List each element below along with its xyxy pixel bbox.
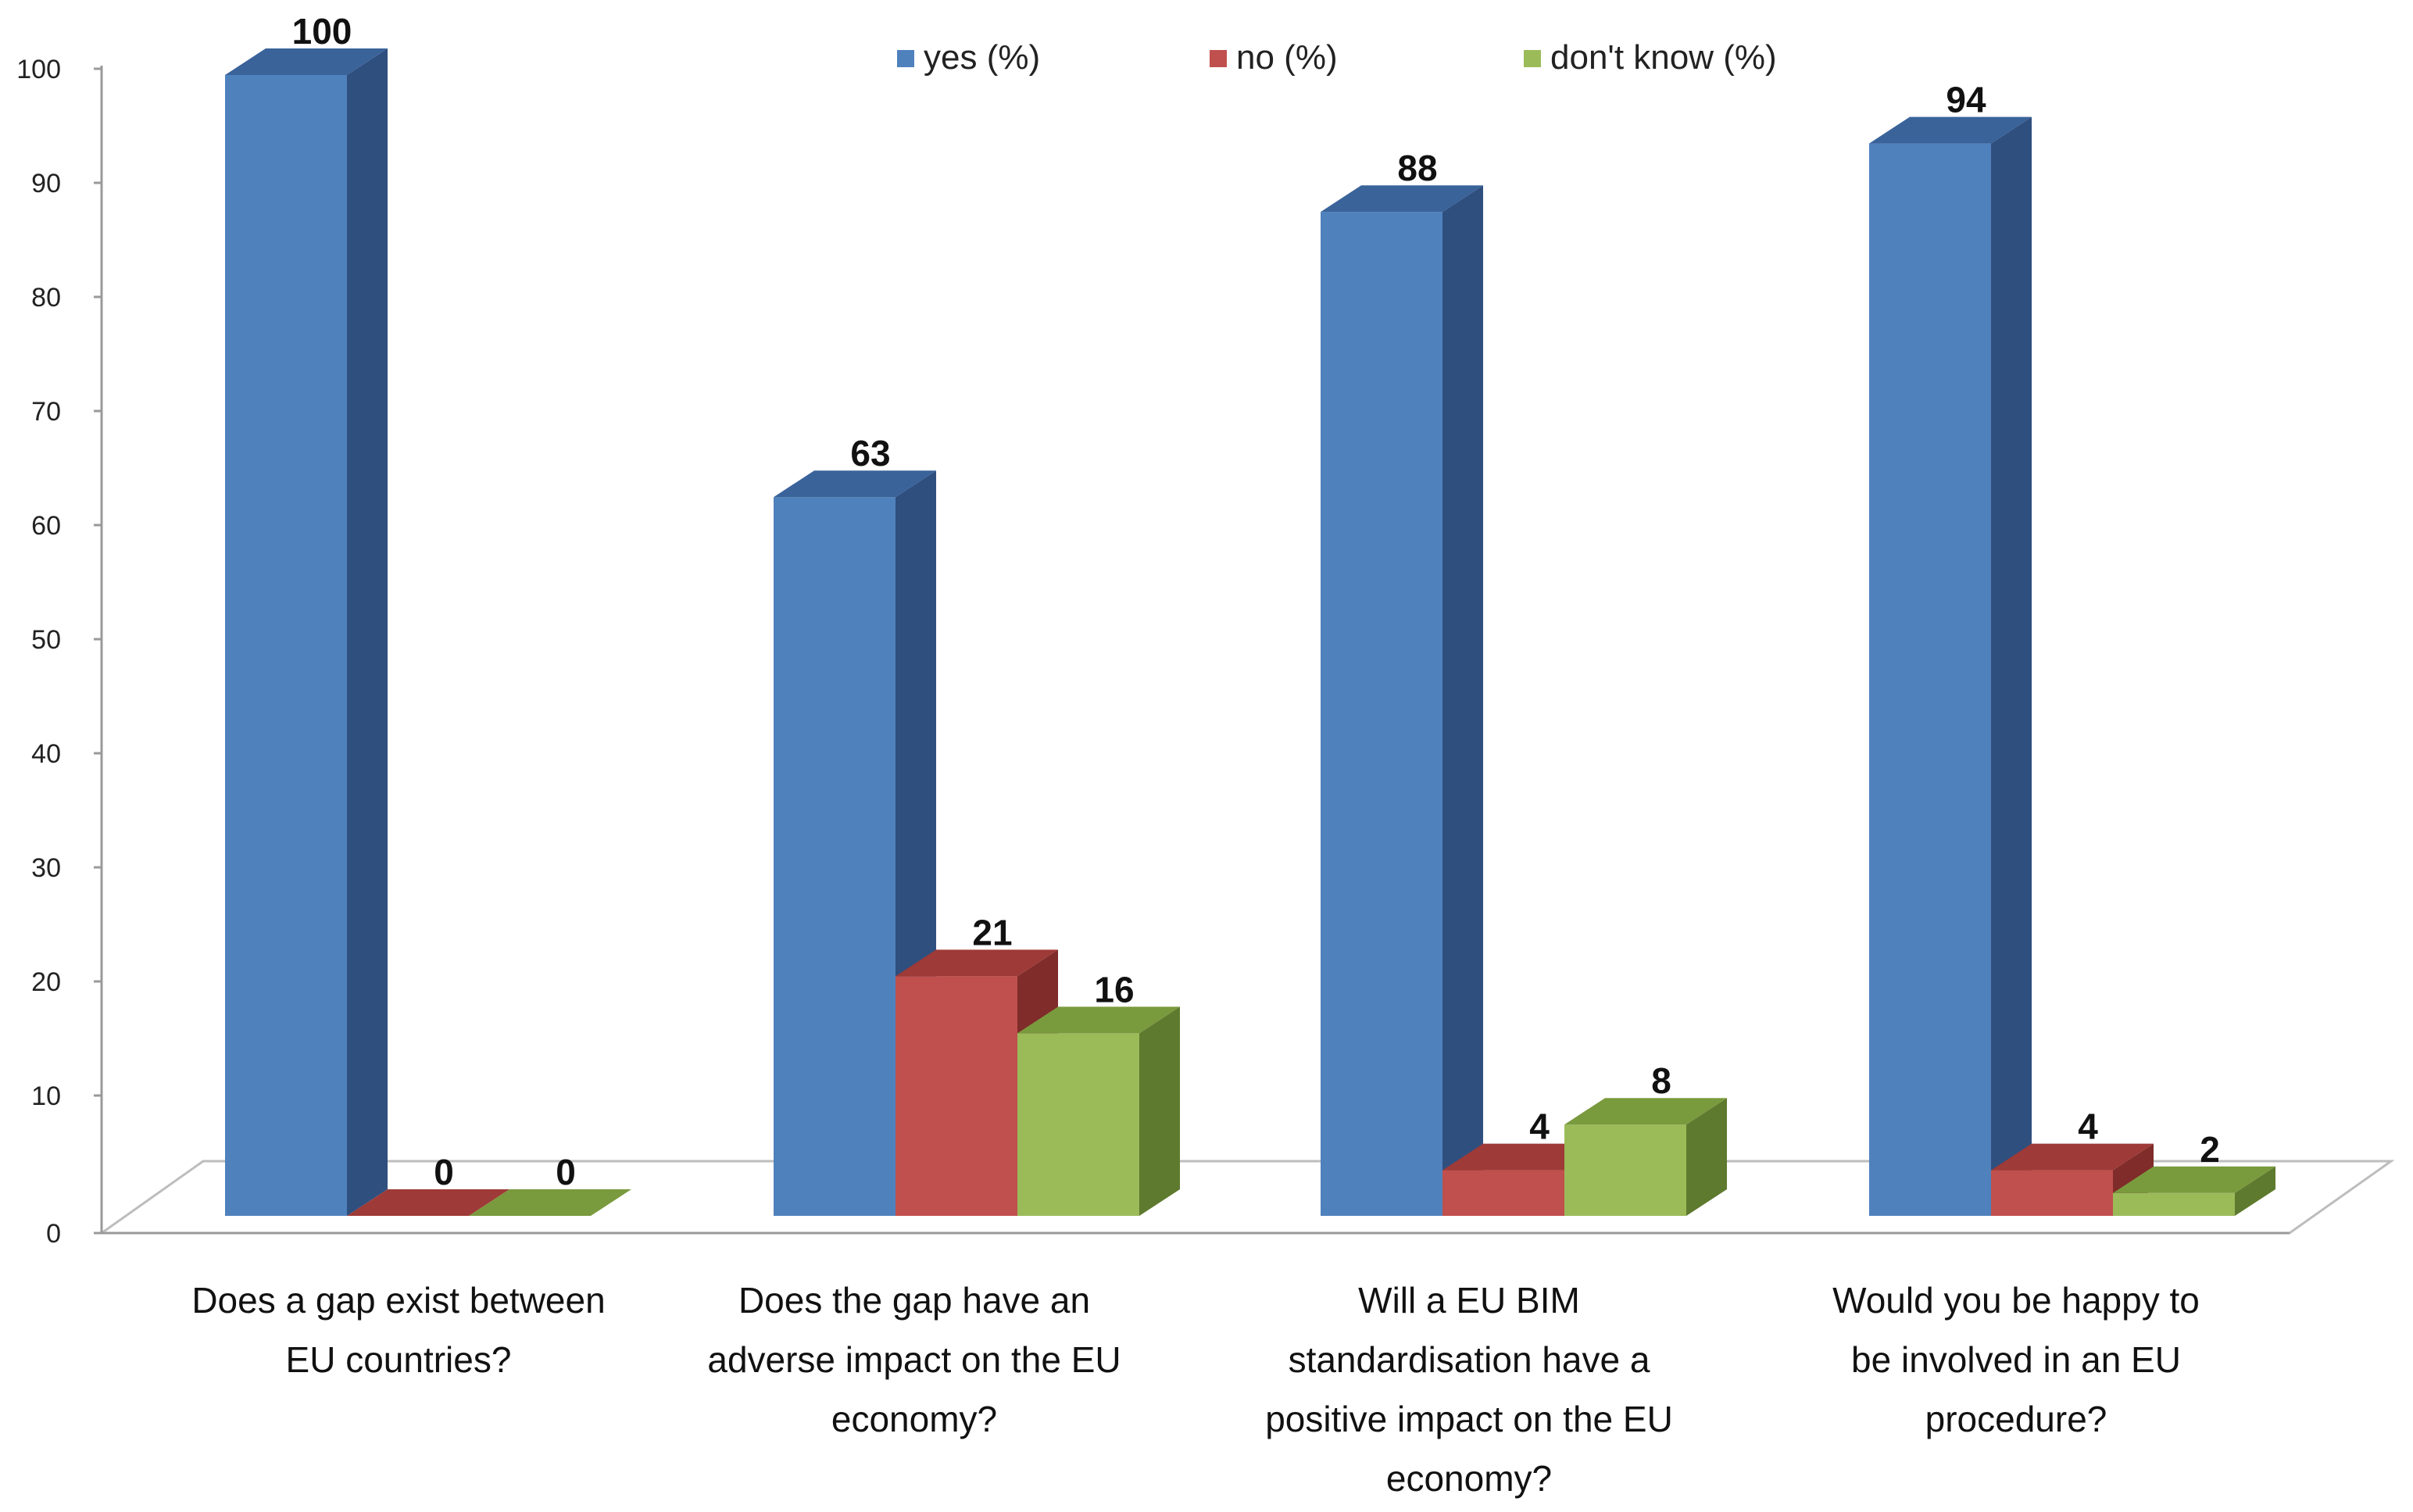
bar-side-face (2235, 1166, 2275, 1216)
category-label-line: adverse impact on the EU (707, 1339, 1121, 1380)
data-label: 94 (1946, 80, 1986, 120)
bar-top-face (895, 949, 1058, 977)
data-label: 0 (556, 1152, 576, 1192)
bar-front-face (774, 497, 895, 1216)
category-label-line: economy? (831, 1399, 997, 1439)
bar-top-face (1869, 116, 2032, 144)
bar-front-face (225, 75, 347, 1216)
data-label: 0 (434, 1152, 454, 1192)
y-tick-label: 50 (31, 625, 61, 655)
bar-side-face (347, 48, 388, 1216)
y-tick-label: 100 (16, 55, 61, 84)
category-label-line: economy? (1386, 1458, 1552, 1499)
y-tick-label: 60 (31, 511, 61, 541)
bar-4-don-t-know (2113, 1166, 2275, 1216)
data-label: 21 (972, 912, 1012, 953)
y-tick-label: 20 (31, 967, 61, 997)
data-label: 100 (292, 11, 352, 52)
data-label: 63 (850, 433, 890, 474)
bar-3-yes (1321, 185, 1483, 1217)
bar-front-face (1442, 1170, 1564, 1216)
bar-front-face (1564, 1124, 1686, 1216)
y-tick-label: 10 (31, 1081, 61, 1111)
legend-item: yes (%) (897, 38, 1040, 77)
category-label: Does a gap exist between EU countries? (191, 1280, 605, 1380)
data-label: 16 (1094, 969, 1134, 1010)
category-labels: Does a gap exist between EU countries?Doe… (191, 1280, 2200, 1499)
legend-label: yes (%) (924, 38, 1040, 77)
legend-swatch (1524, 50, 1541, 67)
category-label: Does the gap have an adverse impact on th… (707, 1280, 1121, 1439)
legend-label: no (%) (1236, 38, 1338, 77)
chart-floor (98, 1160, 2395, 1235)
y-tick-label: 80 (31, 283, 61, 313)
y-tick-label: 30 (31, 853, 61, 883)
bar-side-face (1686, 1098, 1727, 1216)
y-tick-label: 0 (46, 1219, 61, 1249)
bar-front-face (1017, 1033, 1139, 1216)
bar-front-face (1991, 1170, 2113, 1216)
bar-top-face (1564, 1098, 1727, 1125)
category-label-line: Will a EU BIM (1358, 1280, 1580, 1321)
category-label-line: standardisation have a (1289, 1339, 1650, 1380)
bar-top-face (225, 48, 388, 75)
bar-2-don-t-know (1017, 1006, 1180, 1216)
bar-top-face (1991, 1143, 2154, 1171)
bar-front-face (895, 976, 1017, 1216)
legend: yes (%) no (%) don't know (%) (897, 38, 1777, 77)
legend-item: don't know (%) (1524, 38, 1777, 77)
bar-side-face (1991, 116, 2032, 1217)
bar-top-face (1017, 1006, 1180, 1034)
data-labels: 100 63 88 94 0 21 4 4 0 16 8 2 (292, 11, 2220, 1192)
data-label: 2 (2200, 1129, 2220, 1170)
legend-swatch (1210, 50, 1227, 67)
bar-top-face (774, 470, 936, 498)
data-label: 88 (1397, 148, 1437, 188)
category-label-line: Would you be happy to (1832, 1280, 2200, 1321)
y-axis: 0 10 20 30 40 50 60 70 80 90 100 (16, 55, 103, 1249)
category-label-line: procedure? (1925, 1399, 2107, 1439)
category-label-line: positive impact on the EU (1265, 1399, 1673, 1439)
data-label: 4 (2078, 1106, 2098, 1147)
category-label-line: Does a gap exist between (191, 1280, 605, 1321)
category-label: Would you be happy to be involved in an E… (1832, 1280, 2200, 1439)
legend-swatch (897, 50, 914, 67)
category-label-line: EU countries? (286, 1339, 512, 1380)
category-label: Will a EU BIM standardisation have a posit… (1265, 1280, 1673, 1499)
bar-top-face (469, 1189, 631, 1216)
bar-top-face (347, 1189, 509, 1216)
bar-top-face (2113, 1166, 2275, 1193)
bar-1-yes (225, 48, 388, 1216)
y-tick-label: 40 (31, 739, 61, 769)
category-label-line: be involved in an EU (1851, 1339, 2181, 1380)
bar-front-face (2113, 1192, 2235, 1216)
bar-groups (225, 48, 2275, 1217)
legend-item: no (%) (1210, 38, 1338, 77)
bar-side-face (1442, 185, 1483, 1217)
bar-front-face (1869, 143, 1991, 1217)
bar-1-no (347, 1189, 509, 1216)
bar-1-don-t-know (469, 1189, 631, 1216)
data-label: 4 (1529, 1106, 1550, 1147)
bar-side-face (1139, 1006, 1180, 1216)
bar-front-face (1321, 212, 1442, 1217)
y-tick-label: 70 (31, 397, 61, 427)
y-tick-label: 90 (31, 169, 61, 198)
bar-top-face (1321, 185, 1483, 213)
bar-3-don-t-know (1564, 1098, 1727, 1216)
data-label: 8 (1651, 1060, 1671, 1101)
legend-label: don't know (%) (1550, 38, 1777, 77)
category-label-line: Does the gap have an (738, 1280, 1090, 1321)
bar-4-yes (1869, 116, 2032, 1217)
